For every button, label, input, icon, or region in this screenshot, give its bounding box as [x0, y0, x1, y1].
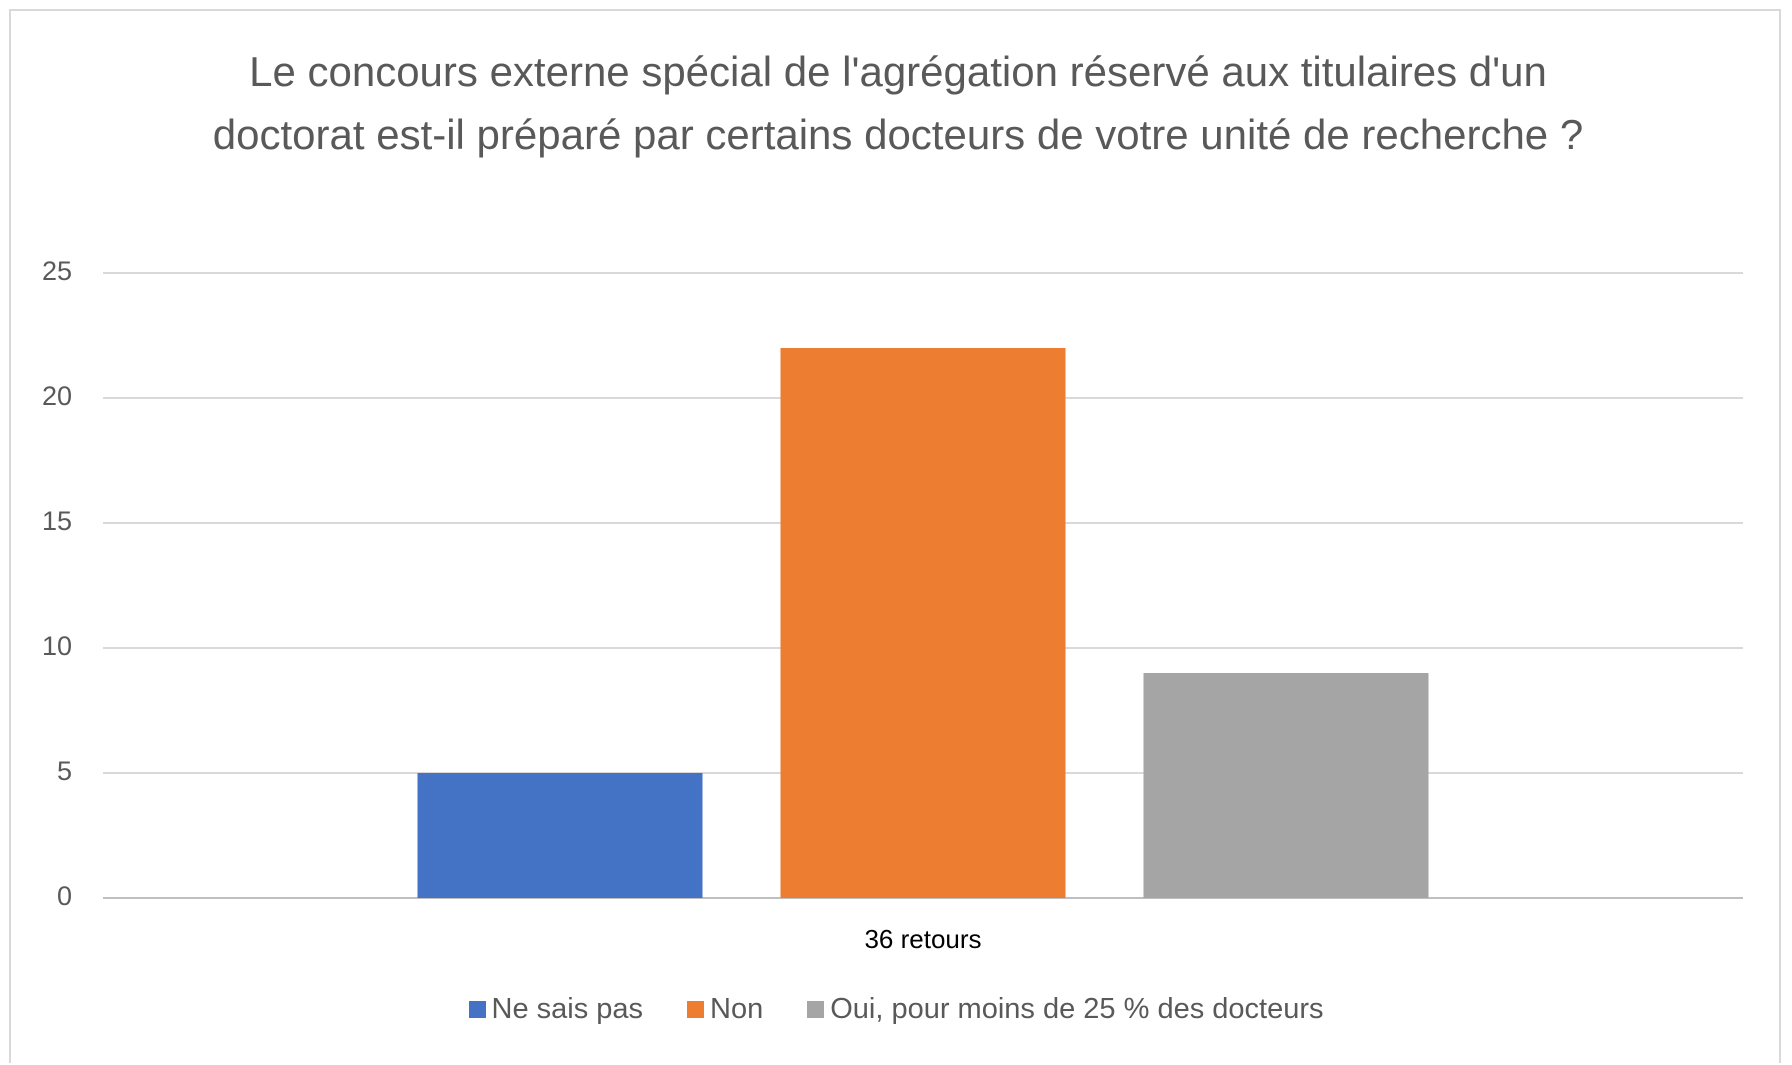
y-tick-label: 25 [42, 256, 72, 286]
legend-label: Oui, pour moins de 25 % des docteurs [830, 993, 1324, 1025]
legend-label: Ne sais pas [491, 993, 644, 1025]
bar [417, 773, 703, 898]
legend: Ne sais pas Non Oui, pour moins de 25 % de… [0, 993, 1792, 1026]
y-tick-label: 15 [42, 506, 72, 536]
legend-label: Non [710, 993, 764, 1025]
y-tick-label: 10 [42, 631, 72, 661]
legend-swatch [687, 1001, 705, 1018]
bar [1143, 673, 1429, 898]
legend-swatch [468, 1001, 486, 1018]
bar [780, 348, 1066, 898]
legend-item: Oui, pour moins de 25 % des docteurs [807, 993, 1324, 1026]
legend-swatch [807, 1001, 825, 1018]
legend-item: Non [687, 993, 763, 1026]
x-tick-label: 36 retours [864, 924, 981, 954]
y-tick-label: 0 [57, 881, 72, 911]
chart-frame [9, 9, 1781, 1063]
chart-title: Le concours externe spécial de l'agrégat… [212, 48, 1584, 158]
y-tick-label: 20 [42, 381, 72, 411]
y-tick-label: 5 [57, 756, 72, 786]
legend-item: Ne sais pas [468, 993, 644, 1026]
